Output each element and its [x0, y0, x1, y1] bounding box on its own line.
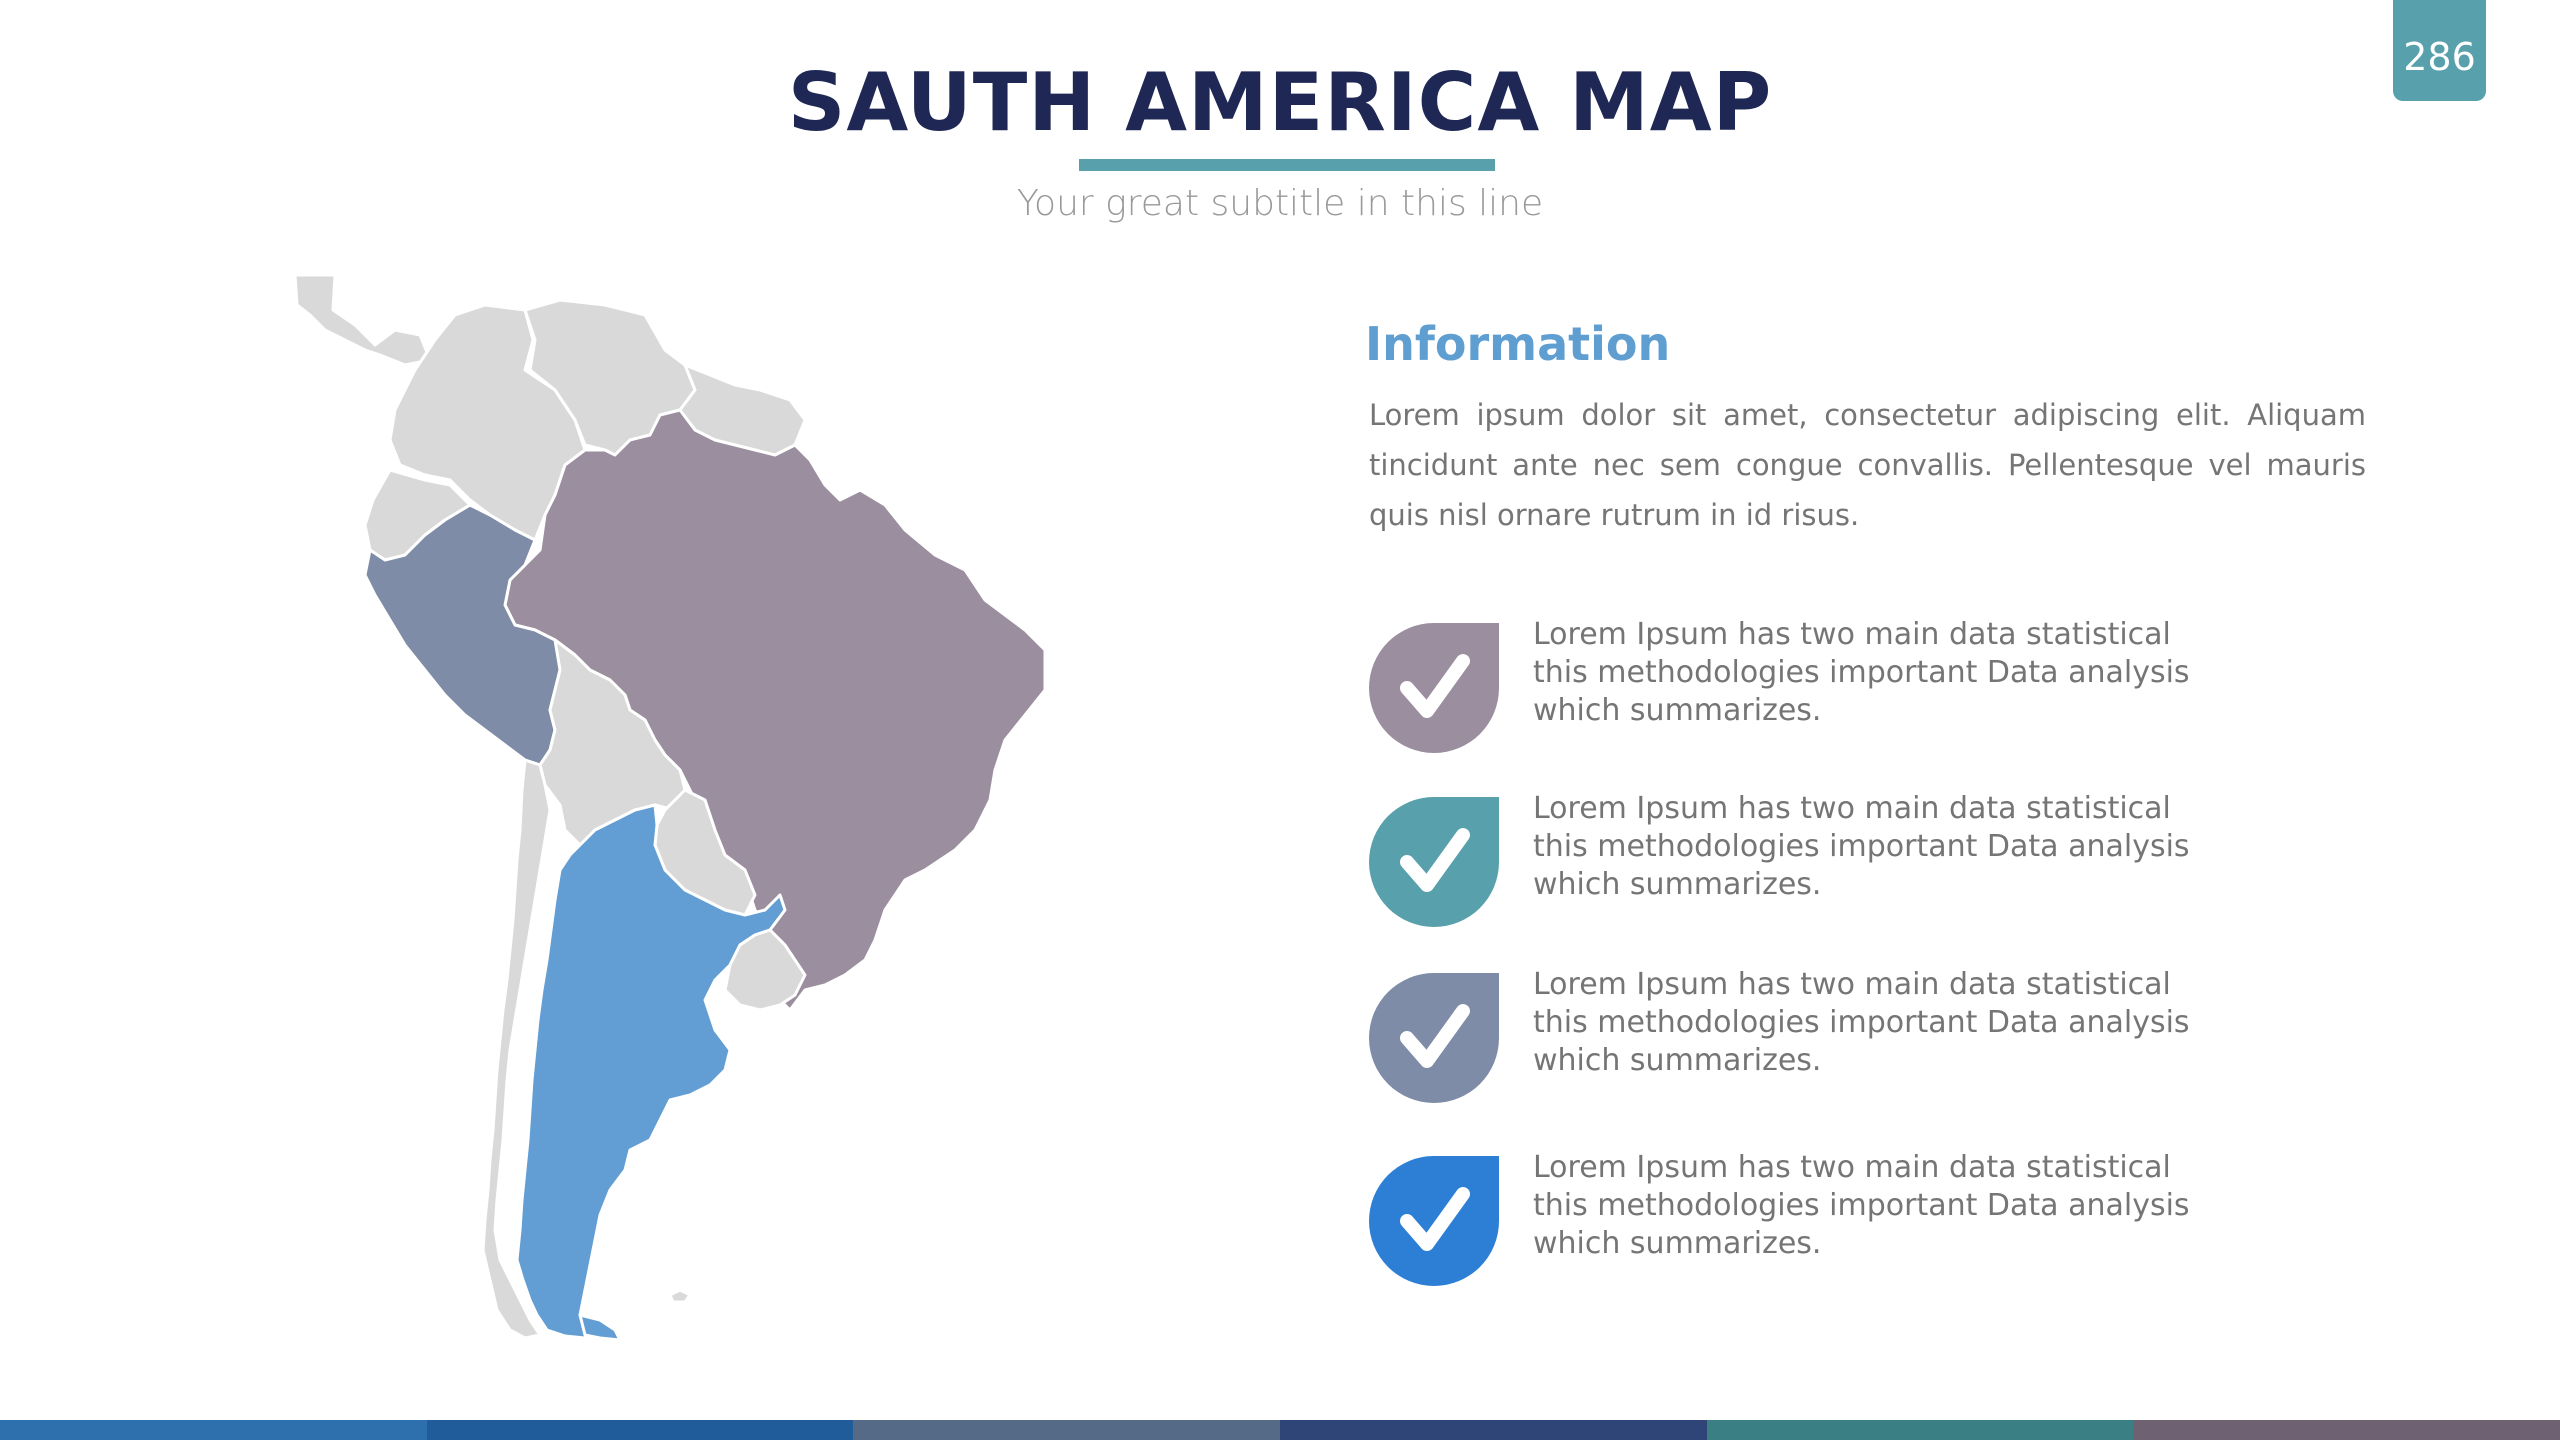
bottom-bar-segment [1706, 1420, 2134, 1440]
checkmark-icon [1400, 654, 1470, 718]
bottom-bar-segment [0, 1420, 427, 1440]
check-badge [1369, 1156, 1499, 1286]
bottom-bar-segment [2133, 1420, 2560, 1440]
map-region-tierra-del-fuego [578, 1313, 622, 1342]
map-region-uruguay [723, 928, 807, 1012]
slide-title: SAUTH AMERICA MAP [787, 56, 1773, 149]
checkmark-icon [1400, 828, 1470, 892]
check-badge [1369, 973, 1499, 1103]
info-heading: Information [1365, 317, 1671, 371]
map-region-argentina [515, 803, 787, 1340]
checkmark-icon [1400, 1004, 1470, 1068]
bottom-bar-segment [426, 1420, 854, 1440]
title-underline [1079, 159, 1495, 171]
slide-subtitle: Your great subtitle in this line [1016, 183, 1544, 224]
map-svg [293, 273, 1047, 1342]
check-badge [1369, 797, 1499, 927]
map-region-chile [481, 758, 552, 1340]
bottom-bar-segment [1280, 1420, 1707, 1440]
bottom-bar-segment [853, 1420, 1281, 1440]
checklist-item: Lorem Ipsum has two main data statistica… [1365, 1150, 2365, 1296]
checklist-item: Lorem Ipsum has two main data statistica… [1365, 617, 2365, 763]
checkmark-icon [1400, 1187, 1470, 1251]
check-badge [1369, 623, 1499, 753]
info-paragraph: Lorem ipsum dolor sit amet, consectetur … [1369, 398, 2366, 532]
checklist-item: Lorem Ipsum has two main data statistica… [1365, 791, 2365, 937]
south-america-map [285, 270, 1105, 1350]
bottom-color-bar [0, 1420, 2560, 1440]
map-region-central-america [293, 273, 432, 367]
map-region-falklands [668, 1288, 692, 1304]
checklist-item-text: Lorem Ipsum has two main data statistica… [1533, 1150, 2190, 1261]
checklist-item: Lorem Ipsum has two main data statistica… [1365, 967, 2365, 1113]
checklist-item-text: Lorem Ipsum has two main data statistica… [1533, 617, 2190, 728]
checklist-item-text: Lorem Ipsum has two main data statistica… [1533, 967, 2190, 1078]
page-number-badge: 286 [2393, 0, 2486, 101]
checklist-item-text: Lorem Ipsum has two main data statistica… [1533, 791, 2190, 902]
